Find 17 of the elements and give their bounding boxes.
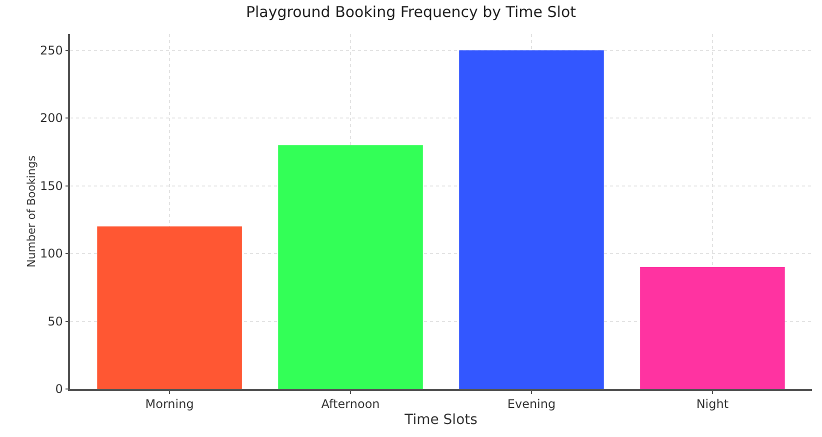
y-axis-title: Number of Bookings: [24, 155, 38, 268]
bar: [459, 50, 604, 389]
y-tick-label: 150: [40, 178, 63, 193]
bar: [278, 145, 423, 389]
x-tick-label: Afternoon: [321, 397, 380, 412]
y-tick-label: 250: [40, 43, 63, 58]
bar: [640, 267, 785, 389]
y-tick-label: 0: [55, 382, 63, 396]
x-tick-label: Evening: [507, 397, 556, 412]
x-axis-title: Time Slots: [404, 412, 478, 428]
y-tick-label: 100: [40, 246, 63, 261]
bar: [97, 226, 242, 389]
chart-title: Playground Booking Frequency by Time Slot: [246, 3, 576, 22]
x-tick-label: Morning: [145, 397, 194, 412]
y-tick-label: 200: [40, 111, 63, 126]
x-tick-label: Night: [696, 397, 729, 412]
y-tick-label: 50: [48, 314, 63, 328]
